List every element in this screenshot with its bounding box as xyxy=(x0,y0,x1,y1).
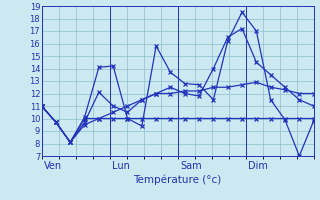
Text: Ven: Ven xyxy=(44,161,62,171)
Text: Dim: Dim xyxy=(248,161,268,171)
Text: Lun: Lun xyxy=(112,161,130,171)
X-axis label: Température (°c): Température (°c) xyxy=(133,175,222,185)
Text: Sam: Sam xyxy=(180,161,202,171)
